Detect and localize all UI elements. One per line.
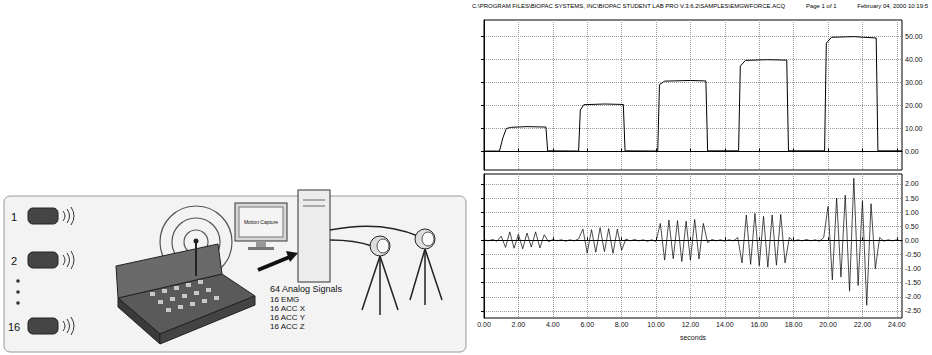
svg-text:seconds: seconds: [680, 334, 707, 341]
svg-text:-2.50: -2.50: [905, 307, 921, 314]
svg-text:16 EMG: 16 EMG: [270, 295, 299, 304]
html-text:C:\PROGRAM FILES\BIOPAC SYSTEM: C:\PROGRAM FILES\BIOPAC SYSTEMS, INC\BIO…: [472, 3, 786, 9]
svg-text:-2.00: -2.00: [905, 293, 921, 300]
svg-text:16: 16: [8, 321, 20, 333]
svg-text:0.00: 0.00: [905, 148, 919, 155]
svg-text:0.50: 0.50: [905, 223, 919, 230]
svg-text:1.50: 1.50: [905, 195, 919, 202]
svg-text:1: 1: [11, 211, 17, 223]
svg-text:40.00: 40.00: [905, 56, 923, 63]
svg-text:0.00: 0.00: [905, 237, 919, 244]
svg-text:10.00: 10.00: [647, 321, 665, 328]
svg-text:-1.50: -1.50: [905, 279, 921, 286]
svg-text:64 Analog Signals: 64 Analog Signals: [270, 284, 343, 294]
svg-text:50.00: 50.00: [905, 33, 923, 40]
html-text:Page 1 of 1: Page 1 of 1: [805, 3, 837, 9]
svg-text:14.00: 14.00: [716, 321, 734, 328]
svg-text:20.00: 20.00: [905, 102, 923, 109]
svg-text:2.00: 2.00: [905, 180, 919, 187]
html-text:February 04, 2000 10:19:5: February 04, 2000 10:19:5: [857, 3, 928, 9]
svg-text:0.00: 0.00: [477, 321, 491, 328]
svg-text:2.00: 2.00: [512, 321, 526, 328]
svg-text:8.00: 8.00: [615, 321, 629, 328]
svg-text:18.00: 18.00: [785, 321, 803, 328]
svg-text:1.00: 1.00: [905, 209, 919, 216]
svg-text:4.00: 4.00: [546, 321, 560, 328]
svg-text:-0.50: -0.50: [905, 251, 921, 258]
svg-text:16 ACC Y: 16 ACC Y: [270, 313, 306, 322]
svg-text:10.00: 10.00: [905, 125, 923, 132]
svg-text:16 ACC Z: 16 ACC Z: [270, 322, 305, 331]
svg-text:-1.00: -1.00: [905, 265, 921, 272]
svg-text:16.00: 16.00: [750, 321, 768, 328]
svg-text:22.00: 22.00: [854, 321, 872, 328]
svg-text:30.00: 30.00: [905, 79, 923, 86]
svg-text:2: 2: [11, 255, 17, 267]
svg-text:16 ACC X: 16 ACC X: [270, 304, 306, 313]
svg-text:6.00: 6.00: [580, 321, 594, 328]
svg-text:24.00: 24.00: [888, 321, 906, 328]
svg-text:12.00: 12.00: [682, 321, 700, 328]
svg-text:Motion Capture: Motion Capture: [244, 219, 278, 225]
svg-text:20.00: 20.00: [819, 321, 837, 328]
